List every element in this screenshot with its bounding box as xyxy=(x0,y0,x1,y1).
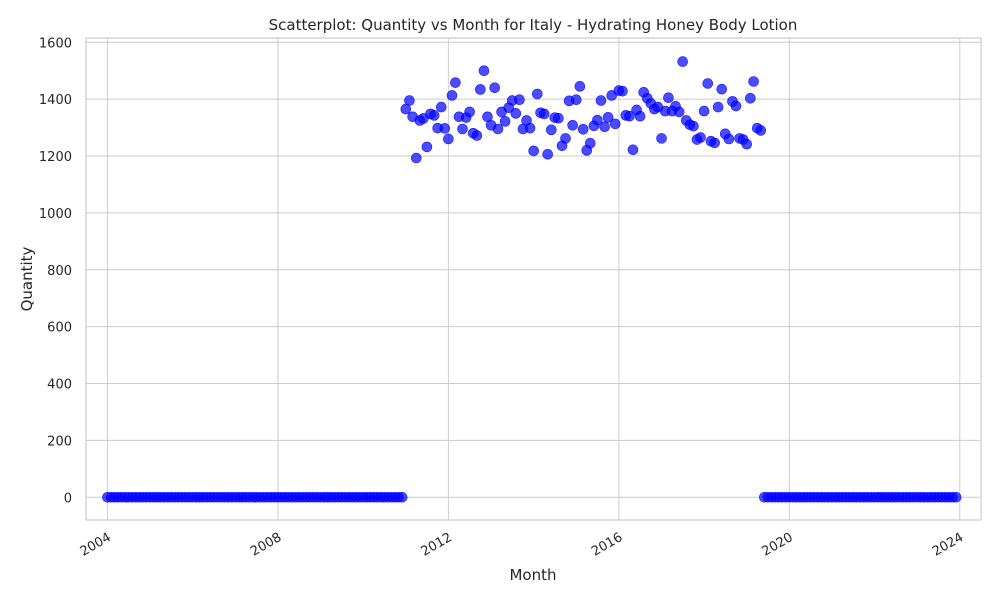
data-point xyxy=(478,65,490,77)
data-point xyxy=(439,123,451,134)
data-point xyxy=(950,491,962,503)
chart-title: Scatterplot: Quantity vs Month for Italy… xyxy=(269,16,798,34)
data-point xyxy=(553,112,564,124)
y-tick-label: 800 xyxy=(47,264,72,279)
data-point xyxy=(475,84,486,95)
data-point xyxy=(524,122,536,134)
data-point xyxy=(673,106,685,118)
data-point xyxy=(457,123,468,135)
y-tick-label: 1600 xyxy=(39,36,72,51)
y-tick-label: 200 xyxy=(47,434,72,449)
data-point xyxy=(404,95,415,106)
data-point xyxy=(542,149,553,160)
data-point xyxy=(464,106,475,118)
data-point xyxy=(428,110,440,121)
plot-frame xyxy=(85,37,982,521)
data-point xyxy=(624,110,635,122)
data-point xyxy=(450,77,461,88)
y-axis-label: Quantity xyxy=(18,246,36,311)
data-point xyxy=(538,108,550,120)
data-point xyxy=(609,118,621,130)
data-point xyxy=(584,137,596,149)
data-point xyxy=(688,120,699,132)
data-points xyxy=(102,56,962,503)
y-tick-label: 400 xyxy=(47,378,72,393)
data-point xyxy=(592,114,603,126)
y-tick-label: 1200 xyxy=(39,150,72,165)
data-point xyxy=(577,123,589,135)
data-point xyxy=(698,105,710,117)
data-point xyxy=(411,152,422,164)
data-point xyxy=(545,124,557,136)
data-point xyxy=(560,133,571,144)
data-point xyxy=(663,92,674,104)
data-point xyxy=(435,101,447,113)
data-point xyxy=(745,92,756,104)
data-point xyxy=(531,88,543,100)
data-point xyxy=(574,81,586,92)
data-point xyxy=(570,94,582,106)
data-point xyxy=(528,145,539,157)
y-tick-label: 600 xyxy=(47,321,72,336)
data-point xyxy=(602,112,614,123)
data-point xyxy=(677,56,688,67)
data-point xyxy=(492,123,504,135)
data-point xyxy=(695,132,706,143)
data-point xyxy=(499,116,511,127)
data-point xyxy=(748,76,759,87)
data-point xyxy=(443,133,454,145)
data-point xyxy=(599,121,610,133)
grid-lines xyxy=(86,38,981,520)
data-point xyxy=(471,130,483,141)
data-point xyxy=(712,101,724,113)
data-point xyxy=(617,85,628,97)
data-point xyxy=(421,141,433,153)
data-point xyxy=(514,94,525,106)
data-point xyxy=(741,138,753,150)
x-axis-label: Month xyxy=(509,566,556,584)
data-point xyxy=(702,78,714,89)
data-point xyxy=(723,133,735,145)
data-point xyxy=(730,100,742,112)
data-point xyxy=(396,491,408,503)
data-point xyxy=(716,83,728,95)
data-point xyxy=(489,82,501,94)
data-point xyxy=(627,144,639,156)
data-point xyxy=(446,90,458,101)
y-tick-label: 1000 xyxy=(39,207,72,222)
data-point xyxy=(656,133,667,144)
y-tick-label: 1400 xyxy=(39,93,72,108)
y-tick-label: 0 xyxy=(64,491,72,506)
data-point xyxy=(709,137,720,149)
data-point xyxy=(567,120,578,131)
data-point xyxy=(595,95,607,106)
data-point xyxy=(755,125,767,136)
data-point xyxy=(510,108,522,119)
data-point xyxy=(634,110,646,122)
